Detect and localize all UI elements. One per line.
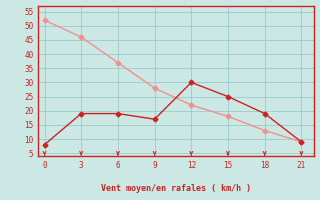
X-axis label: Vent moyen/en rafales ( km/h ): Vent moyen/en rafales ( km/h ) bbox=[101, 184, 251, 193]
